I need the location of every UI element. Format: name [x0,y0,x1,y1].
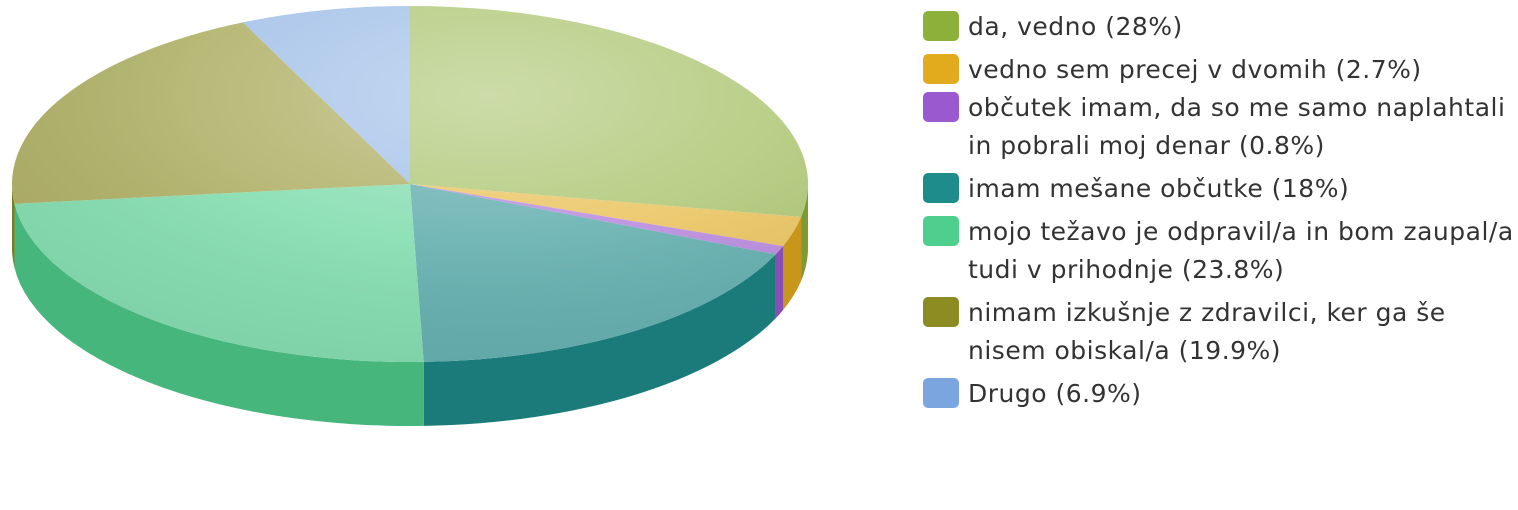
pie-overlay [12,6,808,362]
legend-swatch [923,11,959,41]
pie-slice-side [14,203,424,427]
legend-swatch [923,54,959,84]
chart-legend: da, vedno (28%) vedno sem precej v dvomi… [922,8,1514,418]
legend-label: Drugo (6.9%) [968,379,1142,408]
legend-item: Drugo (6.9%) [922,375,1514,413]
legend-swatch [923,378,959,408]
pie-slice-side [775,246,784,319]
pie-chart [12,6,808,427]
pie-gloss [12,6,808,362]
legend-swatch [923,173,959,203]
legend-label: nimam izkušnje z zdravilci, ker ga še ni… [968,298,1446,365]
legend-label: vedno sem precej v dvomih (2.7%) [968,55,1422,84]
pie-slice-side [801,184,808,282]
pie-slice-side [12,184,15,268]
legend-item: da, vedno (28%) [922,8,1514,46]
legend-item: vedno sem precej v dvomih (2.7%) [922,51,1514,89]
legend-swatch [923,92,959,122]
legend-item: imam mešane občutke (18%) [922,170,1514,208]
legend-item: nimam izkušnje z zdravilci, ker ga še ni… [922,294,1514,370]
pie-sides [12,184,808,427]
legend-swatch [923,216,959,246]
legend-label: mojo težavo je odpravil/a in bom zaupal/… [968,217,1514,284]
legend-label: občutek imam, da so me samo naplahtali i… [968,93,1506,160]
pie-slice-side [423,254,776,426]
legend-label: da, vedno (28%) [968,12,1183,41]
legend-swatch [923,297,959,327]
legend-item: občutek imam, da so me samo naplahtali i… [922,89,1514,165]
pie-slice-side [783,217,802,311]
legend-item: mojo težavo je odpravil/a in bom zaupal/… [922,213,1514,289]
legend-label: imam mešane občutke (18%) [968,174,1350,203]
